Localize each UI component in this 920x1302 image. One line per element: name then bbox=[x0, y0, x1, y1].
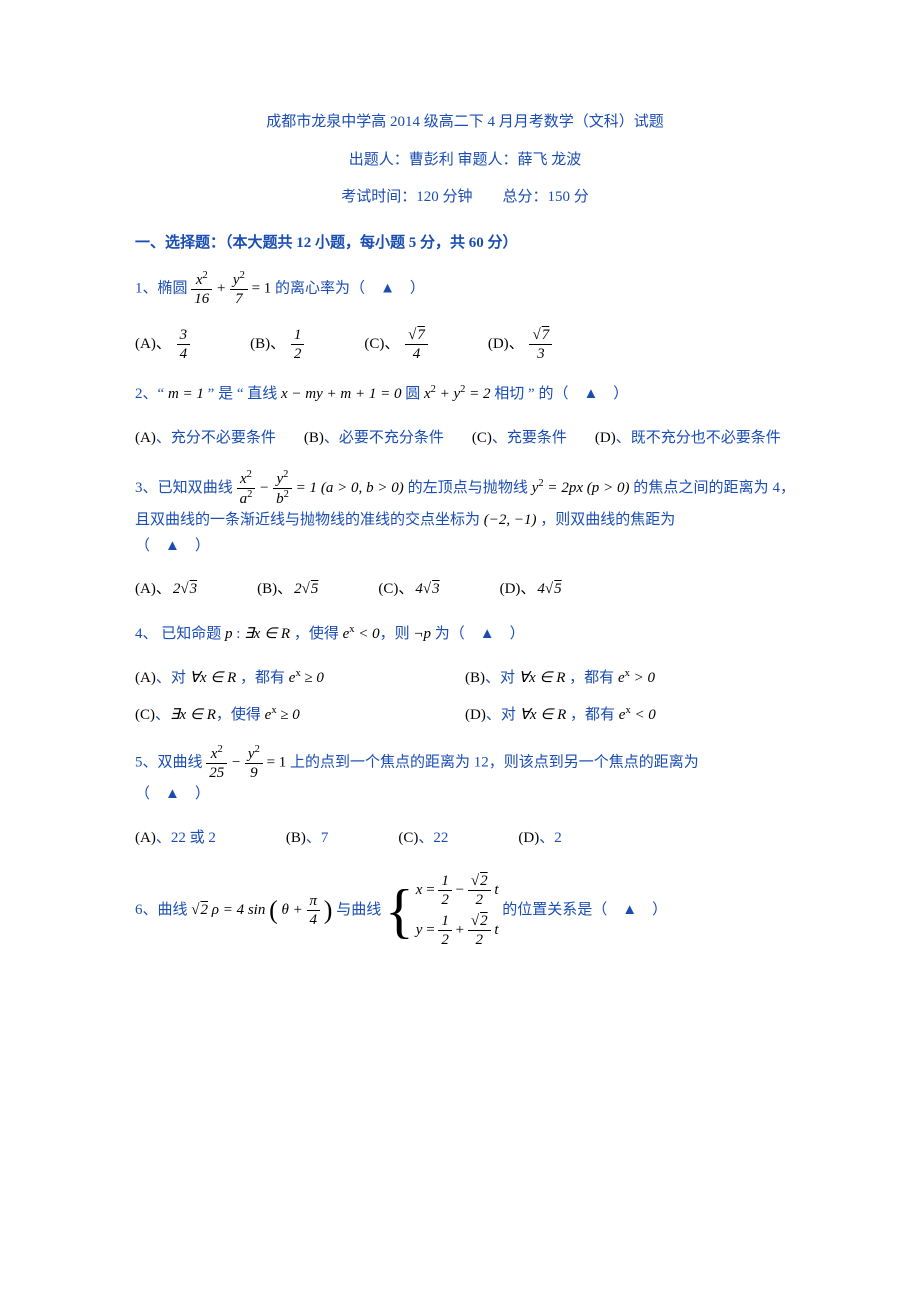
question-5: 5、双曲线 x225 − y29 = 1 上的点到一个焦点的距离为 12，则该点… bbox=[135, 744, 795, 808]
q1-eq-tail: = 1 bbox=[252, 280, 272, 296]
question-2: 2、“ m = 1 ” 是 “ 直线 x − my + m + 1 = 0 圆 … bbox=[135, 381, 795, 408]
question-1: 1、椭圆 x216 + y27 = 1 的离心率为（ ▲ ） bbox=[135, 270, 795, 308]
q3-options: (A)、2√3 (B)、2√5 (C)、4√3 (D)、4√5 bbox=[135, 577, 795, 603]
exam-authors: 出题人：曹彭利 审题人：薛飞 龙波 bbox=[135, 148, 795, 174]
q1-num: 1、 bbox=[135, 280, 158, 296]
label-a: (A) bbox=[135, 336, 156, 352]
q4-options: (A)、对 ∀x ∈ R ，都有 ex ≥ 0 (B)、对 ∀x ∈ R ，都有… bbox=[135, 665, 795, 738]
section-heading: 一、选择题：（本大题共 12 小题，每小题 5 分，共 60 分） bbox=[135, 231, 795, 257]
question-6: 6、曲线 √2 ρ = 4 sin ( θ + π4 ) 与曲线 { x = 1… bbox=[135, 869, 795, 952]
label-b: (B) bbox=[250, 336, 270, 352]
question-4: 4、 已知命题 p : ∃x ∈ R ，使得 ex < 0，则 ¬p 为（ ▲ … bbox=[135, 621, 795, 648]
q1-options: (A)、 34 (B)、 12 (C)、 √74 (D)、 √73 bbox=[135, 326, 795, 363]
exam-info: 考试时间：120 分钟 总分：150 分 bbox=[135, 185, 795, 211]
q1-pre: 椭圆 bbox=[158, 280, 192, 296]
q2-options: (A)、充分不必要条件 (B)、必要不充分条件 (C)、充要条件 (D)、既不充… bbox=[135, 426, 795, 452]
question-3: 3、已知双曲线 x2a2 − y2b2 = 1 (a > 0, b > 0) 的… bbox=[135, 469, 795, 559]
label-d: (D) bbox=[488, 336, 509, 352]
q5-options: (A)、22 或 2 (B)、7 (C)、22 (D)、2 bbox=[135, 826, 795, 852]
label-c: (C) bbox=[364, 336, 384, 352]
exam-title: 成都市龙泉中学高 2014 级高二下 4 月月考数学（文科）试题 bbox=[135, 110, 795, 136]
